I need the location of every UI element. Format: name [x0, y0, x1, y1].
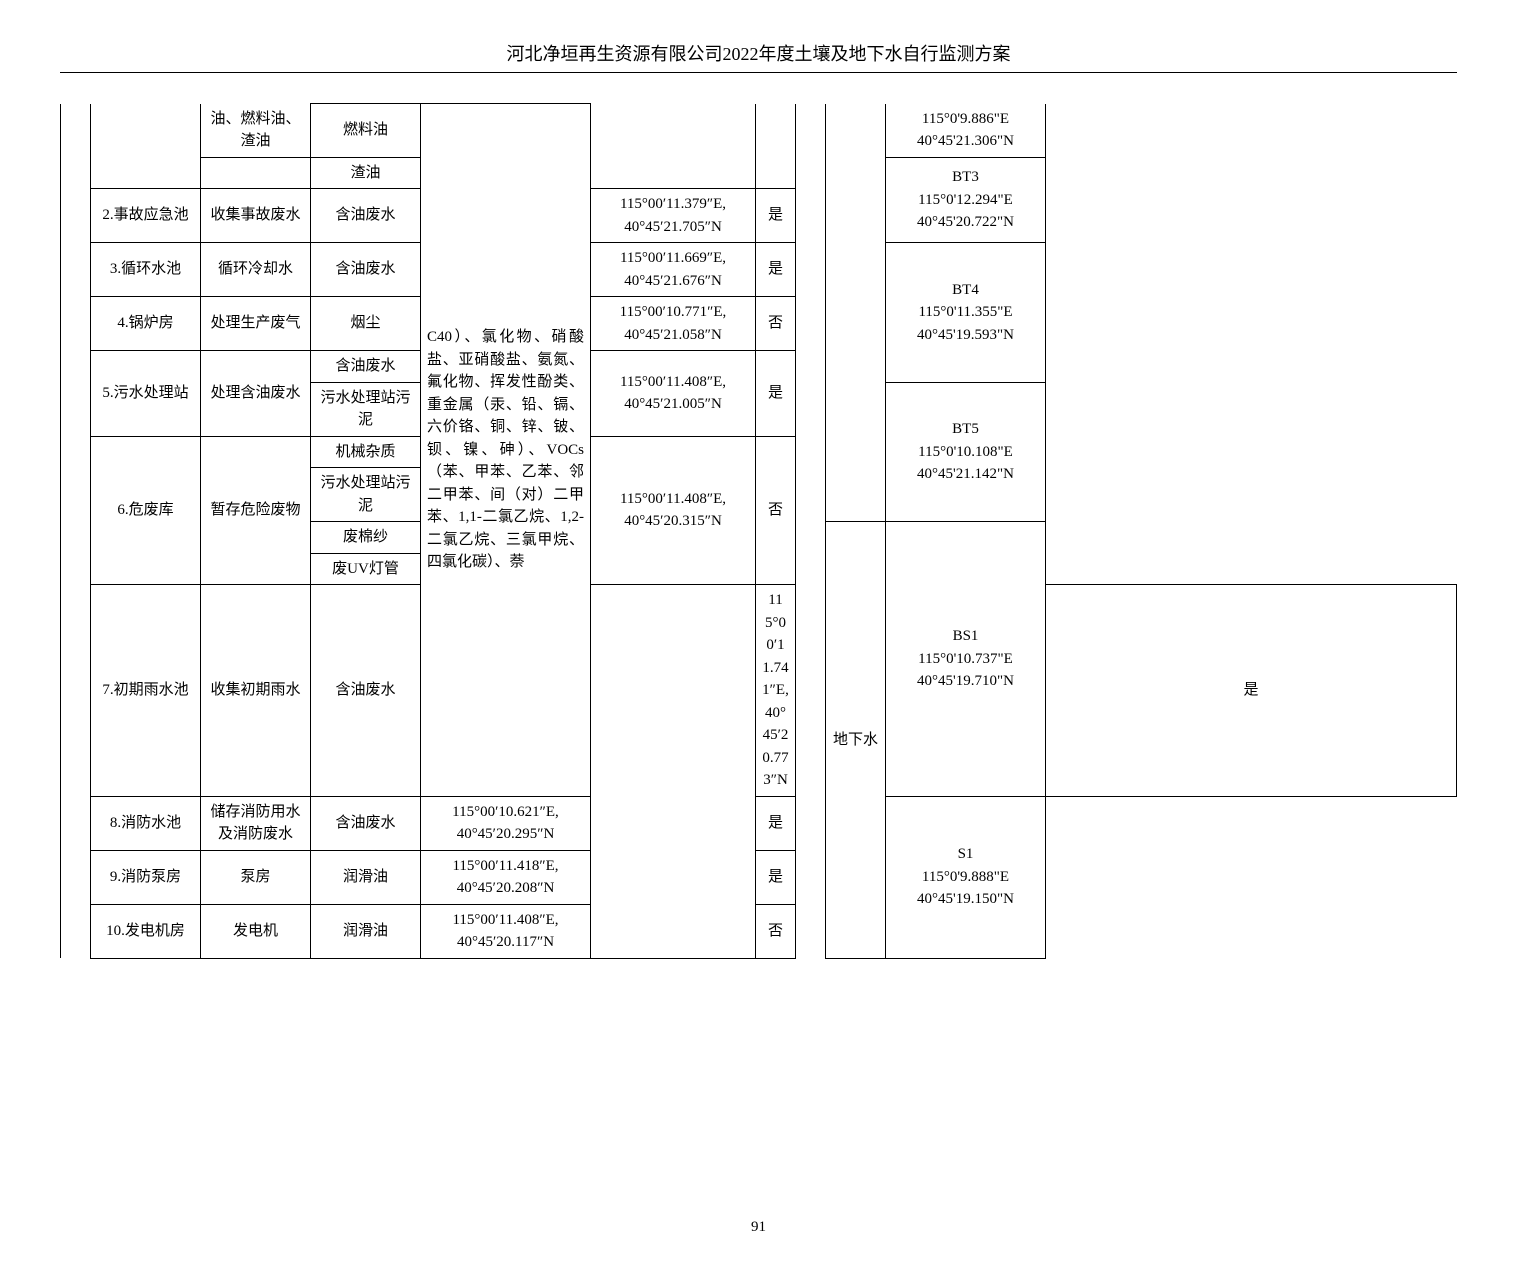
- table-row: 9.消防泵房 泵房 润滑油 115°00′11.418″E, 40°45′20.…: [61, 850, 1457, 904]
- cell: 含油废水: [311, 351, 421, 383]
- cell: 废棉纱: [311, 522, 421, 554]
- table-row: 2.事故应急池 收集事故废水 含油废水 115°00′11.379″E, 40°…: [61, 189, 1457, 243]
- cell: S1 115°0'9.888"E 40°45'19.150"N: [886, 796, 1046, 958]
- cell: 油、燃料油、渣油: [201, 104, 311, 158]
- cell: 是: [756, 189, 796, 243]
- table-row: 8.消防水池 储存消防用水及消防废水 含油废水 115°00′10.621″E,…: [61, 796, 1457, 850]
- cell: [826, 104, 886, 522]
- cell: [796, 104, 826, 959]
- data-table: 油、燃料油、渣油 燃料油 C40）、氯化物、硝酸盐、亚硝酸盐、氨氮、氟化物、挥发…: [60, 103, 1457, 959]
- cell: 润滑油: [311, 904, 421, 958]
- cell: 115°00′10.771″E, 40°45′21.058″N: [591, 297, 756, 351]
- cell: [201, 157, 311, 189]
- table-row: 油、燃料油、渣油 燃料油 C40）、氯化物、硝酸盐、亚硝酸盐、氨氮、氟化物、挥发…: [61, 104, 1457, 158]
- cell: 含油废水: [311, 796, 421, 850]
- table-row: 7.初期雨水池 收集初期雨水 含油废水 115°00′11.741″E, 40°…: [61, 585, 1457, 797]
- cell: 10.发电机房: [91, 904, 201, 958]
- cell: 渣油: [311, 157, 421, 189]
- cell: [91, 104, 201, 189]
- cell: 机械杂质: [311, 436, 421, 468]
- cell: C40）、氯化物、硝酸盐、亚硝酸盐、氨氮、氟化物、挥发性酚类、重金属（汞、铅、镉…: [421, 104, 591, 797]
- cell: 115°00′10.621″E, 40°45′20.295″N: [421, 796, 591, 850]
- cell: 污水处理站污泥: [311, 382, 421, 436]
- cell: [591, 585, 756, 959]
- cell: 循环冷却水: [201, 243, 311, 297]
- cell: 4.锅炉房: [91, 297, 201, 351]
- cell: 115°00′11.418″E, 40°45′20.208″N: [421, 850, 591, 904]
- cell: 115°00′11.379″E, 40°45′21.705″N: [591, 189, 756, 243]
- page-title: 河北净垣再生资源有限公司2022年度土壤及地下水自行监测方案: [60, 40, 1457, 73]
- cell: 烟尘: [311, 297, 421, 351]
- cell: [756, 104, 796, 189]
- cell: 6.危废库: [91, 436, 201, 585]
- cell: 含油废水: [311, 189, 421, 243]
- cell: 含油废水: [311, 585, 421, 797]
- page-number: 91: [60, 1219, 1457, 1236]
- cell: 115°00′11.408″E, 40°45′21.005″N: [591, 351, 756, 437]
- cell: 7.初期雨水池: [91, 585, 201, 797]
- cell: 含油废水: [311, 243, 421, 297]
- cell: 115°00′11.408″E, 40°45′20.117″N: [421, 904, 591, 958]
- cell: BT3 115°0'12.294"E 40°45'20.722"N: [886, 157, 1046, 243]
- cell: 115°00′11.669″E, 40°45′21.676″N: [591, 243, 756, 297]
- cell: BS1 115°0'10.737"E 40°45'19.710"N: [886, 522, 1046, 797]
- cell: 润滑油: [311, 850, 421, 904]
- cell: 2.事故应急池: [91, 189, 201, 243]
- cell: 9.消防泵房: [91, 850, 201, 904]
- cell: 污水处理站污泥: [311, 468, 421, 522]
- cell: 废UV灯管: [311, 553, 421, 585]
- cell: 8.消防水池: [91, 796, 201, 850]
- cell: 处理生产废气: [201, 297, 311, 351]
- cell: 否: [756, 904, 796, 958]
- cell: 否: [756, 297, 796, 351]
- cell-idx: [61, 104, 91, 959]
- cell: 处理含油废水: [201, 351, 311, 437]
- cell: 115°0'9.886"E 40°45'21.306"N: [886, 104, 1046, 158]
- cell: 暂存危险废物: [201, 436, 311, 585]
- cell: 5.污水处理站: [91, 351, 201, 437]
- table-row: 3.循环水池 循环冷却水 含油废水 115°00′11.669″E, 40°45…: [61, 243, 1457, 297]
- cell: 燃料油: [311, 104, 421, 158]
- cell: [591, 104, 756, 189]
- cell: BT5 115°0'10.108"E 40°45'21.142"N: [886, 382, 1046, 522]
- cell: 是: [756, 796, 796, 850]
- cell: 收集事故废水: [201, 189, 311, 243]
- cell: 发电机: [201, 904, 311, 958]
- cell: 3.循环水池: [91, 243, 201, 297]
- cell: 115°00′11.741″E, 40°45′20.773″N: [756, 585, 796, 797]
- cell: 115°00′11.408″E, 40°45′20.315″N: [591, 436, 756, 585]
- table-row: 6.危废库 暂存危险废物 机械杂质 115°00′11.408″E, 40°45…: [61, 436, 1457, 468]
- cell: BT4 115°0'11.355"E 40°45'19.593"N: [886, 243, 1046, 383]
- cell: 泵房: [201, 850, 311, 904]
- cell: 是: [756, 243, 796, 297]
- table-row: 4.锅炉房 处理生产废气 烟尘 115°00′10.771″E, 40°45′2…: [61, 297, 1457, 351]
- cell: 否: [756, 436, 796, 585]
- cell: 储存消防用水及消防废水: [201, 796, 311, 850]
- cell: 是: [756, 351, 796, 437]
- cell: 是: [1046, 585, 1457, 797]
- table-row: 10.发电机房 发电机 润滑油 115°00′11.408″E, 40°45′2…: [61, 904, 1457, 958]
- cell: 是: [756, 850, 796, 904]
- table-row: 5.污水处理站 处理含油废水 含油废水 115°00′11.408″E, 40°…: [61, 351, 1457, 383]
- cell: 地下水: [826, 522, 886, 959]
- cell: 收集初期雨水: [201, 585, 311, 797]
